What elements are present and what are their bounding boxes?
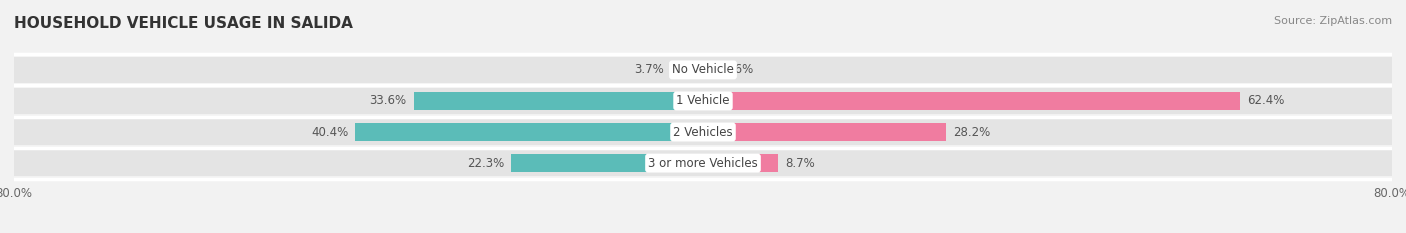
Bar: [14, 88, 1392, 114]
Bar: [14, 119, 1392, 145]
Text: 3 or more Vehicles: 3 or more Vehicles: [648, 157, 758, 170]
Bar: [510, 154, 703, 172]
Text: 33.6%: 33.6%: [370, 94, 406, 107]
Bar: [703, 154, 778, 172]
Bar: [703, 123, 946, 141]
Bar: [14, 150, 1392, 176]
Bar: [703, 61, 710, 79]
Text: 1 Vehicle: 1 Vehicle: [676, 94, 730, 107]
Text: HOUSEHOLD VEHICLE USAGE IN SALIDA: HOUSEHOLD VEHICLE USAGE IN SALIDA: [14, 16, 353, 31]
Text: 3.7%: 3.7%: [634, 63, 664, 76]
Text: 2 Vehicles: 2 Vehicles: [673, 126, 733, 139]
Text: 40.4%: 40.4%: [311, 126, 349, 139]
Bar: [356, 123, 703, 141]
Text: Source: ZipAtlas.com: Source: ZipAtlas.com: [1274, 16, 1392, 26]
Bar: [703, 92, 1240, 110]
Bar: [413, 92, 703, 110]
Bar: [14, 57, 1392, 83]
Text: 28.2%: 28.2%: [953, 126, 990, 139]
Text: 8.7%: 8.7%: [785, 157, 814, 170]
Bar: [671, 61, 703, 79]
Text: 0.76%: 0.76%: [717, 63, 754, 76]
Text: No Vehicle: No Vehicle: [672, 63, 734, 76]
Text: 62.4%: 62.4%: [1247, 94, 1285, 107]
Text: 22.3%: 22.3%: [467, 157, 505, 170]
